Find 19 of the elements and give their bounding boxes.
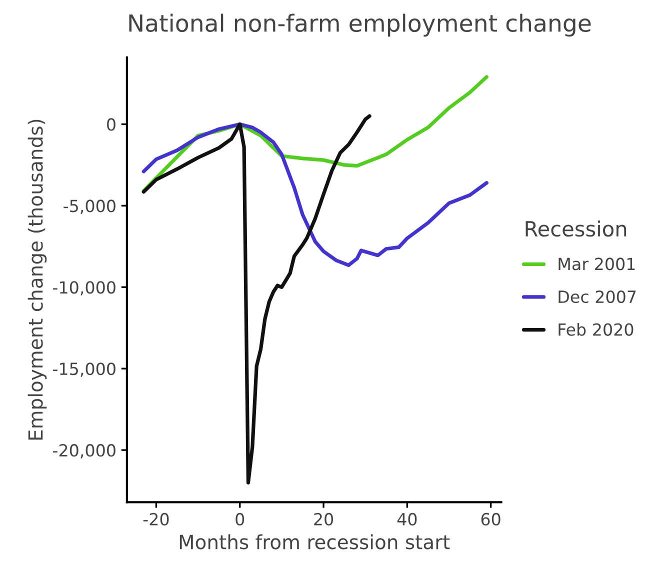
- x-tick-label: -20: [143, 512, 169, 526]
- x-tick-label: 60: [481, 512, 500, 526]
- legend-label: Feb 2020: [558, 322, 634, 336]
- legend-title: Recession: [526, 220, 626, 237]
- y-tick-label: -20,000: [53, 444, 116, 458]
- x-axis-title: Months from recession start: [180, 534, 450, 550]
- y-tick-label: -10,000: [53, 281, 116, 296]
- x-tick-label: 20: [314, 512, 334, 526]
- legend-label: Mar 2001: [558, 258, 635, 270]
- x-tick-label: 40: [397, 512, 417, 526]
- line-series: [142, 122, 488, 267]
- chart-title: National non-farm employment change: [129, 14, 591, 37]
- y-tick-label: 0: [107, 118, 116, 131]
- legend-label: Dec 2007: [558, 290, 636, 304]
- y-tick-label: -15,000: [53, 362, 116, 377]
- y-tick-label: -5,000: [64, 200, 116, 214]
- line-series: [142, 114, 372, 484]
- x-tick-label: 0: [236, 512, 244, 526]
- y-axis-title: Employment change (thousands): [28, 120, 47, 440]
